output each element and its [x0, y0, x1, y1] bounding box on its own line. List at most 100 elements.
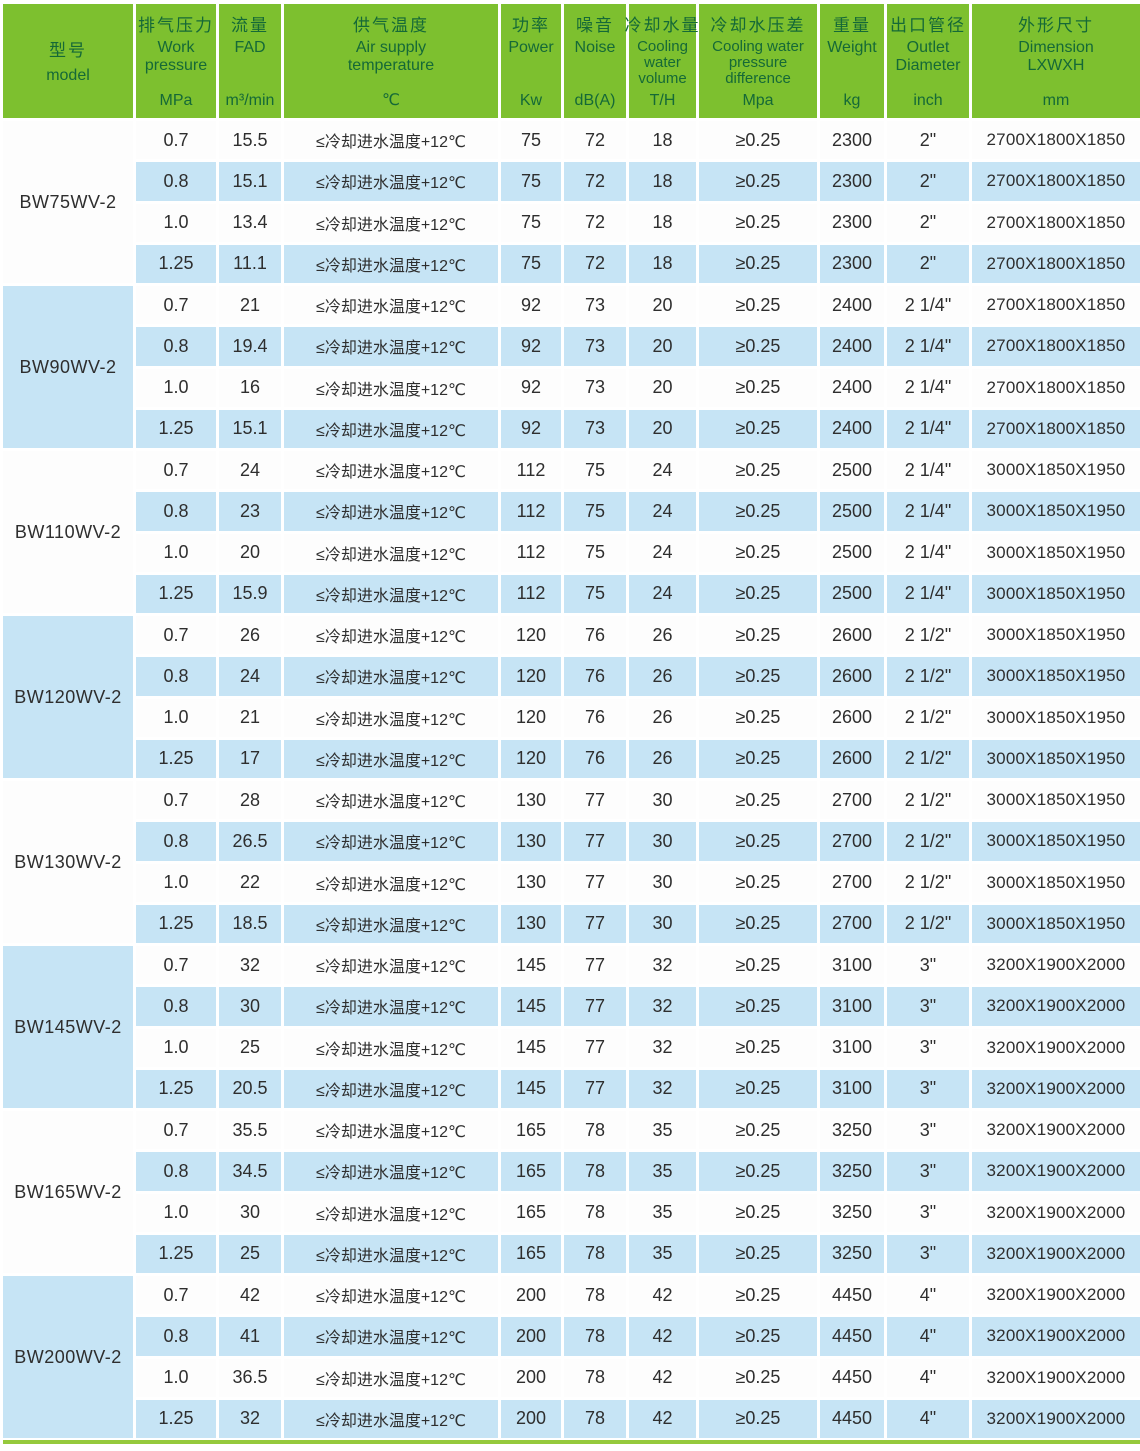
cell-temp: ≤冷却进水温度+12℃ [284, 657, 498, 696]
cell-pressure: 1.25 [136, 1234, 216, 1273]
cell-pressure-diff: ≥0.25 [699, 987, 817, 1026]
cell-temp: ≤冷却进水温度+12℃ [284, 492, 498, 531]
cell-noise: 76 [564, 698, 626, 737]
cell-temp: ≤冷却进水温度+12℃ [284, 863, 498, 902]
cell-noise: 77 [564, 946, 626, 985]
header-col-pressure-labels: 排气压力 Work pressure [138, 11, 214, 75]
cell-fad: 23 [219, 492, 281, 531]
header-label-en-line: model [46, 67, 90, 85]
cell-noise: 77 [564, 781, 626, 820]
cell-pressure: 1.25 [136, 1399, 216, 1438]
cell-power: 200 [501, 1399, 561, 1438]
cell-power: 200 [501, 1358, 561, 1397]
cell-dimension: 3200X1900X2000 [972, 1358, 1140, 1397]
cell-fad: 26.5 [219, 822, 281, 861]
cell-pressure-diff: ≥0.25 [699, 368, 817, 407]
cell-cooling-volume: 42 [629, 1276, 696, 1315]
cell-outlet: 2 1/2" [887, 616, 969, 655]
cell-outlet: 2 1/2" [887, 698, 969, 737]
cell-dimension: 3200X1900X2000 [972, 1152, 1140, 1191]
header-col-pressure: 排气压力 Work pressure MPa [136, 4, 216, 118]
cell-pressure: 1.0 [136, 698, 216, 737]
cell-weight: 3250 [820, 1152, 884, 1191]
header-col-noise: 噪音 Noise dB(A) [564, 4, 626, 118]
cell-temp: ≤冷却进水温度+12℃ [284, 1152, 498, 1191]
header-unit: Mpa [742, 92, 774, 109]
cell-dimension: 3200X1900X2000 [972, 946, 1140, 985]
cell-dimension: 2700X1800X1850 [972, 409, 1140, 448]
cell-power: 112 [501, 492, 561, 531]
cell-fad: 21 [219, 698, 281, 737]
cell-dimension: 3000X1850X1950 [972, 739, 1140, 778]
header-col-model: 型号 model [3, 4, 133, 118]
header-label-en: Power [508, 39, 553, 57]
cell-cooling-volume: 30 [629, 822, 696, 861]
cell-power: 120 [501, 657, 561, 696]
cell-cooling-volume: 42 [629, 1317, 696, 1356]
cell-weight: 2400 [820, 409, 884, 448]
header-label-en: FAD [234, 39, 265, 57]
cell-dimension: 3200X1900X2000 [972, 987, 1140, 1026]
cell-temp: ≤冷却进水温度+12℃ [284, 904, 498, 943]
cell-power: 92 [501, 327, 561, 366]
cell-fad: 32 [219, 946, 281, 985]
cell-outlet: 2 1/4" [887, 368, 969, 407]
cell-noise: 77 [564, 1069, 626, 1108]
cell-fad: 13.4 [219, 203, 281, 242]
cell-temp: ≤冷却进水温度+12℃ [284, 244, 498, 283]
cell-outlet: 2" [887, 121, 969, 160]
cell-fad: 30 [219, 987, 281, 1026]
cell-dimension: 3000X1850X1950 [972, 698, 1140, 737]
cell-noise: 72 [564, 121, 626, 160]
cell-outlet: 2 1/4" [887, 409, 969, 448]
cell-pressure: 0.8 [136, 657, 216, 696]
cell-pressure: 0.7 [136, 946, 216, 985]
model-group-BW165WV-2: BW165WV-2 0.7 35.5 ≤冷却进水温度+12℃ 165 78 35 ≥0.25 3… [3, 1111, 1140, 1273]
cell-temp: ≤冷却进水温度+12℃ [284, 1358, 498, 1397]
cell-fad: 36.5 [219, 1358, 281, 1397]
cell-weight: 2600 [820, 698, 884, 737]
model-group-BW90WV-2: BW90WV-2 0.7 21 ≤冷却进水温度+12℃ 92 73 20 ≥0.25 2400 2… [3, 286, 1140, 448]
cell-outlet: 4" [887, 1358, 969, 1397]
cell-weight: 2700 [820, 863, 884, 902]
cell-pressure-diff: ≥0.25 [699, 409, 817, 448]
cell-power: 75 [501, 244, 561, 283]
header-label-en-line: Power [508, 39, 554, 56]
cell-weight: 2300 [820, 162, 884, 201]
header-col-outlet-labels: 出口管径 Outlet Diameter [890, 11, 966, 75]
header-label-en-line: pressure [728, 53, 788, 71]
cell-fad: 21 [219, 286, 281, 325]
cell-outlet: 3" [887, 1234, 969, 1273]
cell-noise: 78 [564, 1111, 626, 1150]
cell-pressure-diff: ≥0.25 [699, 162, 817, 201]
cell-outlet: 3" [887, 1028, 969, 1067]
cell-power: 165 [501, 1152, 561, 1191]
header-col-temp: 供气温度 Air supply temperature ℃ [284, 4, 498, 118]
cell-pressure-diff: ≥0.25 [699, 1028, 817, 1067]
cell-noise: 78 [564, 1399, 626, 1438]
cell-temp: ≤冷却进水温度+12℃ [284, 1193, 498, 1232]
cell-pressure: 1.25 [136, 574, 216, 613]
cell-temp: ≤冷却进水温度+12℃ [284, 1399, 498, 1438]
cell-power: 130 [501, 822, 561, 861]
cell-fad: 24 [219, 657, 281, 696]
cell-fad: 18.5 [219, 904, 281, 943]
cell-noise: 78 [564, 1317, 626, 1356]
cell-temp: ≤冷却进水温度+12℃ [284, 987, 498, 1026]
cell-noise: 75 [564, 574, 626, 613]
cell-temp: ≤冷却进水温度+12℃ [284, 286, 498, 325]
cell-outlet: 3" [887, 1069, 969, 1108]
header-label-en: Noise [575, 39, 616, 57]
cell-dimension: 2700X1800X1850 [972, 162, 1140, 201]
header-label-en: Air supply temperature [348, 39, 434, 75]
cell-weight: 3100 [820, 1069, 884, 1108]
cell-outlet: 3" [887, 1152, 969, 1191]
cell-pressure: 1.0 [136, 1028, 216, 1067]
header-label-en-line: Noise [574, 39, 616, 56]
cell-noise: 78 [564, 1358, 626, 1397]
header-label-zh: 排气压力 [138, 16, 214, 35]
cell-dimension: 3000X1850X1950 [972, 533, 1140, 572]
cell-pressure-diff: ≥0.25 [699, 657, 817, 696]
cell-noise: 77 [564, 904, 626, 943]
